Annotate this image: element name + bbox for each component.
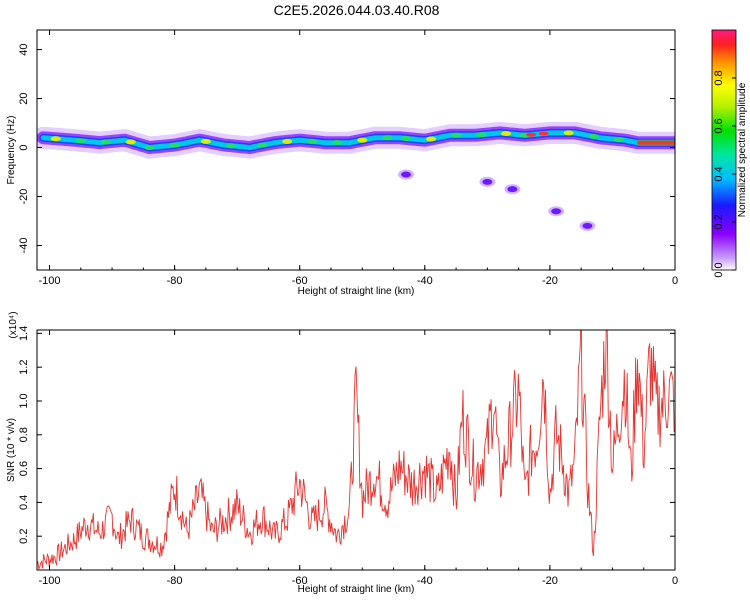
snr-y-tick-label: 0.2 xyxy=(18,529,30,544)
spectrum-hotspot xyxy=(100,139,111,145)
spectrogram-x-tick-label: -80 xyxy=(167,275,183,287)
spectrum-peak xyxy=(538,131,549,136)
snr-y-tick-label: 0.6 xyxy=(18,461,30,476)
spectrogram-frame xyxy=(36,29,676,271)
snr-x-tick-label: -20 xyxy=(542,575,558,587)
spectrum-hotspot xyxy=(125,139,136,145)
snr-y-tick-label: 1.4 xyxy=(18,326,30,341)
spectrum-peak xyxy=(526,132,537,137)
spectrum-blob xyxy=(582,222,593,229)
snr-frame xyxy=(36,329,676,571)
spectrum-hotspot xyxy=(75,138,86,144)
snr-x-ticks: -100 -80 -60 -40 -20 0 xyxy=(38,330,678,587)
snr-x-tick-label: -100 xyxy=(38,575,60,587)
spectrogram-x-tick-label: -100 xyxy=(38,275,60,287)
chart-title: C2E5.2026.044.03.40.R08 xyxy=(273,2,440,18)
snr-y-tick-label: 1.2 xyxy=(18,360,30,375)
spectrogram-x-ticks: -100 -80 -60 -40 -20 0 xyxy=(38,30,678,287)
spectrum-blob xyxy=(507,186,518,193)
spectrum-hotspot xyxy=(563,130,574,136)
spectrum-blob xyxy=(482,178,493,185)
spectrogram-x-tick-label: -20 xyxy=(542,275,558,287)
snr-panel: -100 -80 -60 -40 -20 0 0.20.40.60.81.01.21.4 … xyxy=(6,311,678,595)
snr-y-ticks: 0.2 0.4 0.6 0.8 1.0 1.2 1.4 xyxy=(18,326,675,544)
spectrogram-y-tick-label: 40 xyxy=(18,43,30,55)
spectrum-hotspot xyxy=(200,138,211,144)
spectrum-hotspot xyxy=(332,140,343,146)
spectrum-hotspot xyxy=(257,142,268,148)
spectrogram-panel: -100 -80 -60 -40 -20 0 40 20 0 -20 -40 Height of … xyxy=(6,29,678,297)
colorbar-tick-label: 0.6 xyxy=(713,118,725,133)
spectrum-hotspot xyxy=(451,132,462,138)
spectrum-hotspot xyxy=(169,142,180,148)
snr-x-tick-label: 0 xyxy=(672,575,678,587)
snr-x-tick-label: -80 xyxy=(167,575,183,587)
spectrogram-x-tick-label: 0 xyxy=(672,275,678,287)
snr-x-tick-label: -60 xyxy=(292,575,308,587)
snr-background xyxy=(37,330,675,570)
spectrogram-y-axis-label: Frequency (Hz) xyxy=(6,116,17,185)
spectrum-hotspot xyxy=(50,136,61,142)
colorbar-tick-label: 0.4 xyxy=(713,166,725,181)
snr-x-axis-label: Height of straight line (km) xyxy=(298,584,415,595)
spectrogram-y-tick-label: -20 xyxy=(18,189,30,205)
spectrum-hotspot xyxy=(357,137,368,143)
spectrogram-y-tick-label: 0 xyxy=(18,144,30,150)
spectrogram-x-axis-label: Height of straight line (km) xyxy=(298,286,415,297)
colorbar: 0.0 0.2 0.4 0.6 0.8 Normalized spectral ampl… xyxy=(711,29,748,278)
snr-multiplier-label: (x10⁴) xyxy=(8,311,19,338)
snr-x-tick-label: -40 xyxy=(417,575,433,587)
spectrum-hotspot xyxy=(426,136,437,142)
spectrogram-y-tick-label: 20 xyxy=(18,92,30,104)
colorbar-label: Normalized spectral amplitude xyxy=(737,82,748,217)
spectrum-hotspot xyxy=(144,145,155,151)
spectrogram-x-tick-label: -60 xyxy=(292,275,308,287)
spectrogram-marks xyxy=(37,121,675,231)
spectrum-hotspot xyxy=(401,135,412,141)
spectrogram-x-tick-label: -40 xyxy=(417,275,433,287)
colorbar-scale xyxy=(711,29,737,271)
spectrum-hotspot xyxy=(382,135,393,141)
spectrum-hotspot xyxy=(282,138,293,144)
snr-marks xyxy=(37,330,675,570)
colorbar-tick-label: 0.2 xyxy=(713,214,725,229)
snr-y-tick-label: 0.8 xyxy=(18,427,30,442)
spectrum-hotspot xyxy=(613,137,624,143)
peak-band-core xyxy=(637,140,675,145)
spectrum-hotspot xyxy=(501,130,512,136)
snr-y-tick-label: 1.0 xyxy=(18,393,30,408)
spectrum-hotspot xyxy=(307,138,318,144)
spectrogram-y-ticks: 40 20 0 -20 -40 xyxy=(18,43,675,253)
snr-series-line xyxy=(37,330,675,570)
spectrum-hotspot xyxy=(588,134,599,140)
colorbar-tick-label: 0.8 xyxy=(713,70,725,85)
spectrum-blob xyxy=(551,208,562,215)
spectrum-blob xyxy=(401,171,412,178)
spectrum-hotspot xyxy=(225,143,236,149)
spectrum-hotspot xyxy=(476,132,487,138)
spectrogram-y-tick-label: -40 xyxy=(18,238,30,254)
colorbar-tick-label: 0.0 xyxy=(713,262,725,277)
snr-y-tick-label: 0.4 xyxy=(18,495,30,510)
snr-y-axis-label: SNR (10 * v/v) xyxy=(6,418,17,482)
colorbar-ticks: 0.0 0.2 0.4 0.6 0.8 xyxy=(713,70,736,278)
